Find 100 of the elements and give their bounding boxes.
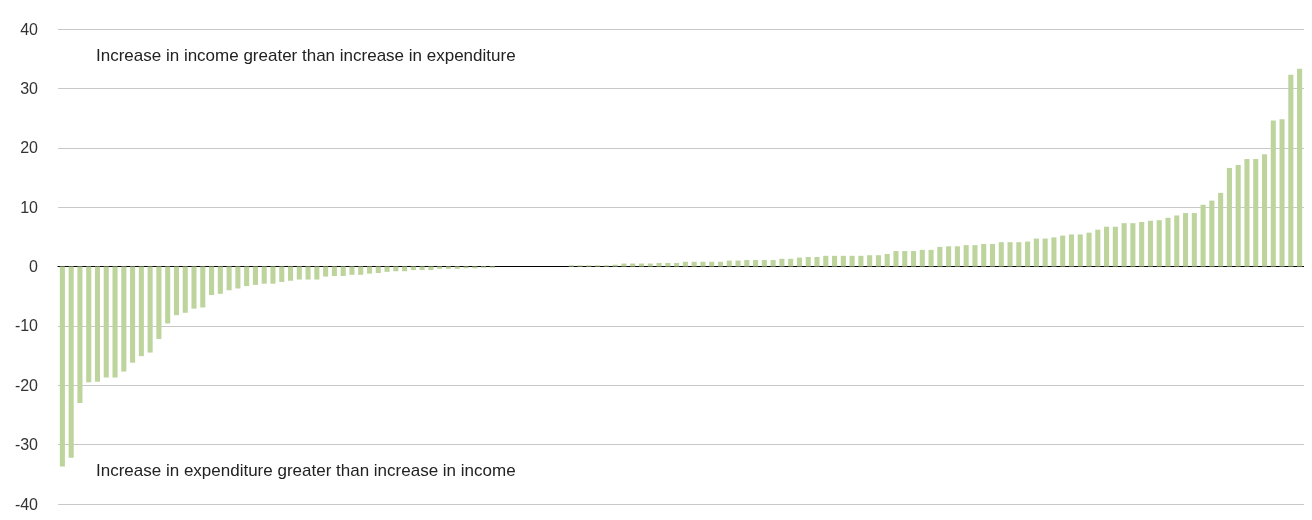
bar — [779, 258, 785, 267]
bar — [349, 266, 355, 275]
annotation: Increase in income greater than increase in expenditure — [96, 46, 516, 65]
bar — [1279, 119, 1285, 267]
bar — [726, 260, 732, 267]
bar — [366, 266, 373, 274]
bar — [638, 263, 645, 267]
bar — [86, 266, 92, 383]
bar — [261, 266, 267, 284]
bar — [1121, 223, 1127, 267]
bar — [919, 249, 925, 267]
bar — [1191, 213, 1197, 267]
bar — [1226, 167, 1232, 267]
bar — [244, 266, 250, 287]
bar — [226, 266, 232, 291]
bar — [1139, 221, 1145, 267]
bar — [849, 255, 855, 267]
bar — [1183, 213, 1189, 267]
bar — [1244, 159, 1250, 267]
bar — [323, 266, 329, 277]
bar — [1130, 223, 1136, 267]
bar — [946, 246, 952, 267]
bar — [1253, 159, 1259, 267]
bar — [1068, 234, 1075, 267]
bar — [270, 266, 276, 284]
bar — [165, 266, 171, 324]
bar — [796, 257, 802, 267]
bar — [1200, 204, 1206, 267]
bar — [1042, 238, 1048, 267]
y-tick-label: -10 — [14, 317, 39, 335]
bar — [279, 266, 285, 282]
bar — [902, 251, 908, 267]
bar — [823, 255, 829, 267]
bar — [717, 261, 724, 267]
bar — [788, 258, 794, 267]
bar — [1016, 242, 1022, 267]
bar — [173, 266, 179, 316]
bar — [1297, 68, 1303, 267]
bar — [138, 266, 144, 357]
y-tick-label: -40 — [14, 495, 39, 513]
bar — [340, 266, 346, 276]
bar — [709, 261, 715, 267]
bar — [121, 266, 127, 372]
bar — [875, 255, 881, 267]
bar — [94, 266, 101, 382]
bar — [305, 266, 311, 280]
bar — [112, 266, 118, 378]
bar — [59, 266, 65, 467]
bar — [647, 263, 653, 267]
bar — [103, 266, 109, 378]
bar — [1147, 220, 1153, 267]
bar — [989, 243, 996, 267]
bar — [68, 266, 74, 458]
bar — [735, 260, 741, 267]
bar — [805, 257, 811, 267]
bar — [665, 262, 671, 267]
bar — [1086, 232, 1092, 267]
bar — [621, 263, 627, 267]
bar — [130, 266, 136, 363]
bar — [1156, 220, 1162, 267]
bar — [147, 266, 153, 353]
bar — [893, 251, 899, 267]
bar — [296, 266, 302, 280]
bar — [235, 266, 241, 289]
y-tick-label: 0 — [29, 258, 39, 275]
y-tick-label: -30 — [14, 436, 39, 454]
bar — [1218, 192, 1224, 267]
bar — [1025, 241, 1031, 267]
bar — [910, 251, 917, 267]
y-tick-label: 20 — [20, 139, 39, 157]
bar — [972, 245, 978, 267]
bar — [217, 266, 223, 294]
bar — [963, 245, 969, 267]
bar — [981, 243, 987, 267]
bar — [630, 263, 636, 267]
bar — [1174, 215, 1180, 267]
bar — [182, 266, 188, 313]
bar — [744, 259, 750, 267]
bar — [954, 246, 960, 267]
bar — [1112, 226, 1118, 267]
bar — [682, 261, 688, 267]
bar — [1235, 164, 1241, 267]
bar — [1209, 200, 1215, 267]
bar — [937, 246, 943, 267]
bar — [998, 242, 1004, 267]
bar — [287, 266, 294, 281]
bar — [358, 266, 364, 275]
bar — [375, 266, 381, 274]
bar — [1270, 120, 1276, 267]
bar — [840, 255, 846, 267]
bar — [814, 257, 820, 267]
bar — [1033, 238, 1039, 267]
bar — [753, 259, 759, 267]
bar — [191, 266, 197, 309]
bar — [1051, 237, 1057, 267]
bar — [1077, 234, 1083, 267]
y-tick-label: 30 — [20, 79, 39, 97]
bar — [1165, 217, 1171, 267]
bar — [1261, 154, 1268, 267]
bar — [1288, 74, 1294, 267]
